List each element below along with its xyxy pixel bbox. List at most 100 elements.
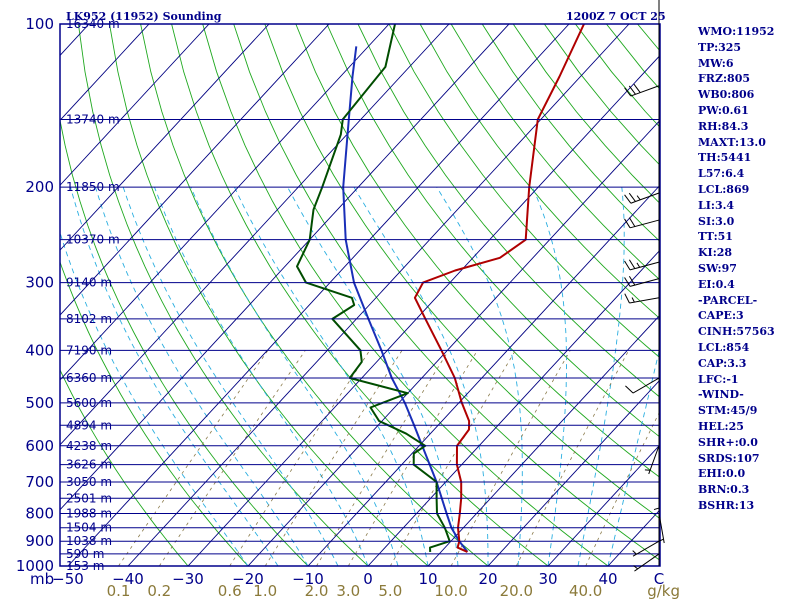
plot-frame (59, 23, 661, 567)
height-label: 4894 m (66, 418, 112, 432)
indices-panel: WMO:11952 TP:325 MW:6 FRZ:805 WB0:806 PW:0.61… (698, 24, 775, 514)
temperature-tick-label: −40 (112, 570, 144, 588)
index-item: -WIND- (698, 388, 744, 402)
index-item: RH:84.3 (698, 119, 749, 133)
moist-adiabat (190, 187, 399, 566)
index-item: LCL:854 (698, 340, 750, 354)
mixing-ratio-label: 2.0 (305, 582, 329, 600)
mixing-ratio-label: 5.0 (378, 582, 402, 600)
temperature-tick-label: −20 (232, 570, 264, 588)
wind-barb (653, 482, 660, 513)
temperature-tick-label: 20 (478, 570, 497, 588)
temperature-tick-label: 0 (363, 570, 373, 588)
height-label: 16340 m (66, 17, 120, 31)
index-item: HEL:25 (698, 419, 744, 433)
mixing-ratio-label: 10.0 (434, 582, 467, 600)
index-item: TT:51 (698, 230, 733, 244)
wind-barb (624, 217, 660, 229)
index-item: SI:3.0 (698, 214, 735, 228)
parcel-trace (342, 46, 469, 553)
index-item: SRDS:107 (698, 451, 760, 465)
height-label: 13740 m (66, 112, 120, 126)
height-label: 5600 m (66, 396, 112, 410)
wind-barb (624, 192, 660, 204)
mixing-ratio-unit-label: g/kg (647, 582, 680, 600)
moist-adiabat (607, 344, 660, 566)
moist-adiabat (577, 187, 625, 566)
isotherm (247, 119, 660, 566)
temperature-tick-label: 30 (538, 570, 557, 588)
isotherm (60, 24, 150, 121)
height-label: 1988 m (66, 506, 112, 520)
isotherm (487, 379, 660, 566)
index-item: BRN:0.3 (698, 483, 750, 497)
height-label: 10370 m (66, 233, 120, 247)
height-label: 4238 m (66, 439, 112, 453)
mixing-ratio-label: 0.6 (218, 582, 242, 600)
height-label: 11850 m (66, 180, 120, 194)
height-label: 153 m (66, 559, 104, 573)
mixing-ratio-line (229, 350, 371, 566)
mixing-ratio-line (450, 350, 571, 566)
index-item: EI:0.4 (698, 277, 735, 291)
index-item: LI:3.4 (698, 198, 735, 212)
isotherm (367, 249, 660, 566)
isotherm (60, 24, 330, 316)
moist-adiabat (532, 187, 567, 566)
isotherm (60, 24, 450, 446)
wind-barb (624, 275, 660, 287)
wind-barb (644, 445, 660, 475)
height-label: 9140 m (66, 276, 112, 290)
temperature-tick-label: −10 (292, 570, 324, 588)
index-item: LCL:869 (698, 182, 750, 196)
index-item: FRZ:805 (698, 72, 751, 86)
dry-adiabat (77, 24, 369, 566)
index-item: LFC:-1 (698, 372, 739, 386)
wind-barb (633, 553, 660, 572)
height-label: 3050 m (66, 475, 112, 489)
index-item: TH:5441 (698, 151, 752, 165)
mixing-ratio-line (515, 350, 630, 566)
index-item: TP:325 (698, 40, 742, 54)
isotherm (60, 24, 210, 186)
mixing-ratio-line (158, 350, 306, 566)
index-item: BSHR:13 (698, 498, 755, 512)
index-item: PW:0.61 (698, 103, 749, 117)
moist-adiabat (287, 186, 459, 566)
index-item: CAP:3.3 (698, 356, 747, 370)
mixing-ratio-line (389, 350, 516, 566)
pressure-tick-label: 300 (25, 274, 54, 292)
index-item: SW:97 (698, 261, 737, 275)
height-label: 590 m (66, 547, 104, 561)
dry-adiabat (233, 24, 660, 561)
pressure-tick-label: 400 (25, 341, 54, 359)
moist-adiabat (95, 187, 309, 566)
isotherm (547, 444, 660, 566)
wind-barb (624, 83, 660, 97)
index-item: EHI:0.0 (698, 467, 746, 481)
pressure-tick-label: 100 (25, 15, 54, 33)
temperature-unit-label: C (654, 570, 664, 588)
height-label: 6360 m (66, 371, 112, 385)
mixing-ratio-line (316, 350, 450, 566)
temperature-trace (413, 24, 585, 553)
temperature-tick-label: 40 (598, 570, 617, 588)
isotherm (67, 24, 570, 566)
moist-adiabat (122, 187, 339, 566)
isotherm (60, 24, 390, 381)
height-label: 7190 m (66, 343, 112, 357)
isotherm (187, 54, 660, 566)
pressure-tick-label: 1000 (16, 557, 54, 575)
mixing-ratio-label: 0.1 (107, 582, 131, 600)
moist-adiabat (234, 187, 429, 566)
height-label: 3626 m (66, 458, 112, 472)
wind-barb (625, 377, 660, 394)
index-item: MAXT:13.0 (698, 135, 766, 149)
pressure-tick-label: 700 (25, 473, 54, 491)
station-title: LK952 (11952) Sounding (66, 10, 222, 23)
temperature-tick-label: −30 (172, 570, 204, 588)
index-item: L57:6.4 (698, 167, 745, 181)
pressure-tick-label: 800 (25, 504, 54, 522)
wind-barb (658, 513, 665, 544)
wind-barb (632, 540, 660, 557)
